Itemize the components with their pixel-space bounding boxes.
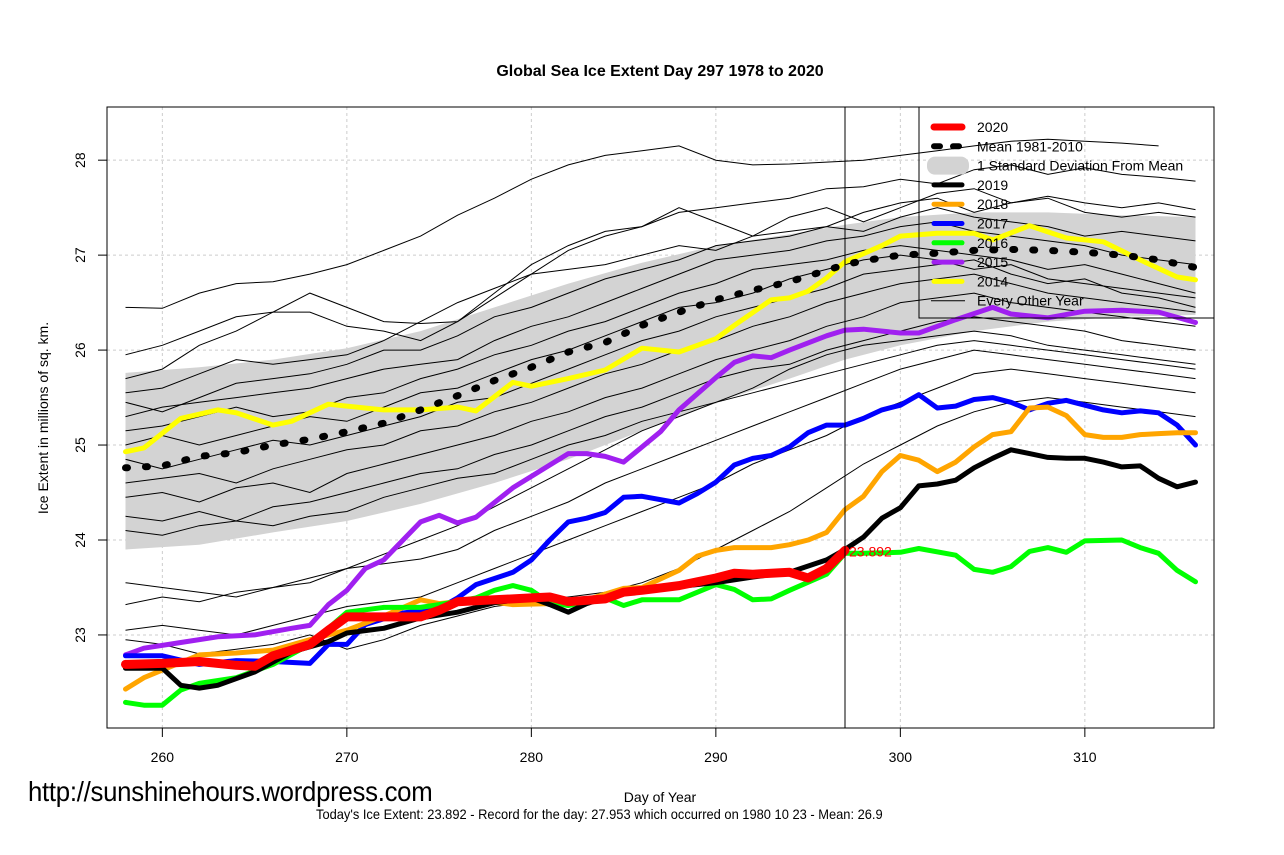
other-year-line	[125, 245, 1196, 432]
legend-label: 2020	[977, 119, 1008, 135]
y-tick-label: 26	[72, 342, 88, 358]
other-year-line	[125, 138, 1159, 309]
legend-label: 2017	[977, 216, 1008, 232]
legend: 2020 Mean 1981-2010 1 Standard Deviation F…	[918, 106, 1215, 319]
series-y2020	[121, 545, 850, 671]
other-year-line	[125, 368, 1196, 636]
y-tick-label: 23	[72, 627, 88, 643]
other-year-line	[125, 340, 1196, 536]
summary-text: Today's Ice Extent: 23.892 - Record for …	[316, 806, 883, 822]
x-tick-label: 260	[151, 749, 175, 765]
other-year-line	[125, 259, 1196, 470]
legend-label: 1 Standard Deviation From Mean	[977, 158, 1183, 174]
legend-label: 2016	[977, 235, 1008, 251]
other-year-line	[125, 164, 1196, 356]
other-year-line	[125, 188, 1196, 394]
other-year-line	[125, 330, 1196, 598]
legend-label: Mean 1981-2010	[977, 138, 1083, 154]
other-year-line	[125, 221, 1196, 418]
y-tick-label: 25	[72, 437, 88, 453]
other-year-line	[125, 207, 1196, 413]
legend-label: 2019	[977, 177, 1008, 193]
legend-label: 2015	[977, 254, 1008, 270]
legend-swatch-sd	[927, 156, 969, 175]
y-tick-label: 27	[72, 247, 88, 263]
other-year-line	[125, 316, 1196, 522]
other-year-line	[125, 273, 1196, 484]
other-years	[125, 138, 1196, 655]
chart-title: Global Sea Ice Extent Day 297 1978 to 20…	[496, 63, 823, 80]
series-y2015	[123, 304, 1198, 658]
y-tick-label: 24	[72, 532, 88, 548]
legend-label: Every Other Year	[977, 293, 1084, 309]
x-tick-label: 280	[520, 749, 544, 765]
plot-frame	[106, 106, 1215, 729]
x-tick-label: 290	[704, 749, 728, 765]
series-y2014	[123, 223, 1198, 455]
other-year-line	[125, 349, 1196, 606]
x-axis-label: Day of Year	[624, 789, 697, 805]
x-axis: 260 270 280 290 300 310	[151, 728, 1097, 765]
y-axis-label: Ice Extent in millions of sq. km.	[35, 322, 51, 514]
x-tick-label: 270	[335, 749, 359, 765]
other-year-line	[125, 292, 1196, 503]
source-url: http://sunshinehours.wordpress.com	[28, 776, 433, 807]
y-axis: 23 24 25 26 27 28	[72, 152, 107, 643]
x-tick-label: 300	[889, 749, 913, 765]
legend-label: 2014	[977, 273, 1008, 289]
highlight-series	[121, 223, 1199, 708]
current-value-label: 23.892	[849, 543, 892, 559]
series-mean	[122, 245, 1199, 472]
x-tick-label: 310	[1073, 749, 1097, 765]
series-y2018	[123, 404, 1198, 692]
legend-label: 2018	[977, 196, 1008, 212]
other-year-line	[125, 397, 1196, 655]
y-tick-label: 28	[72, 152, 88, 168]
